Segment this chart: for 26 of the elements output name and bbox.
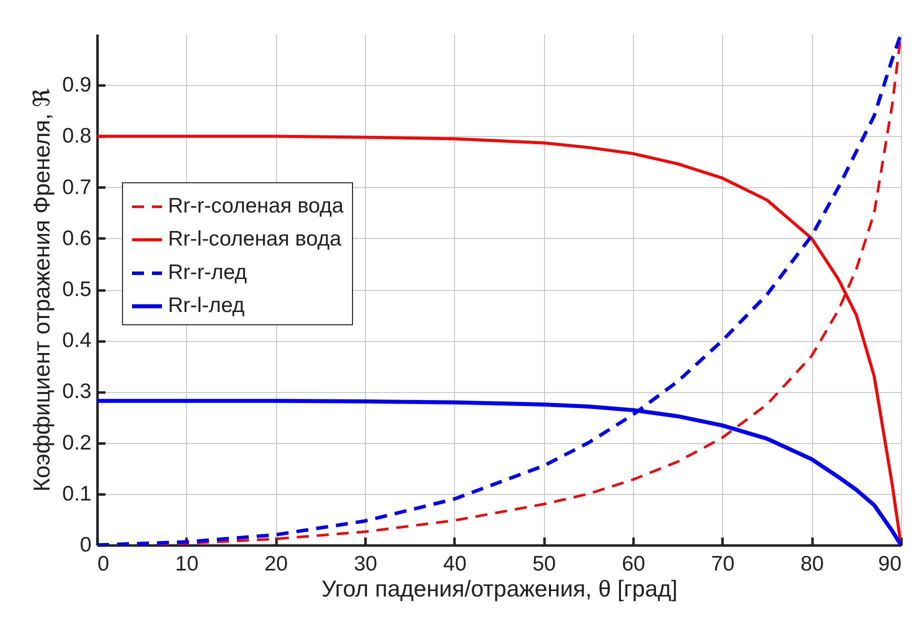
x-tick-label: 20: [264, 552, 288, 576]
x-tick-label: 10: [175, 552, 199, 576]
x-tick-label: 80: [800, 552, 824, 576]
y-tick-label: 0.4: [62, 329, 92, 352]
legend-label: Rr-r-соленая вода: [168, 194, 344, 218]
y-tick-label: 0.7: [62, 176, 92, 199]
y-tick-label: 0.9: [62, 74, 92, 97]
legend-label: Rr-l-соленая вода: [168, 228, 342, 251]
x-tick-label: 70: [711, 552, 735, 576]
y-tick-label: 0.5: [62, 278, 92, 301]
x-tick-label: 60: [622, 552, 646, 576]
y-tick-label: 0.1: [62, 482, 92, 506]
x-tick-label: 0: [98, 552, 110, 576]
x-axis-title: Угол падения/отражения, θ [град]: [321, 576, 678, 602]
x-tick-label: 40: [443, 552, 467, 576]
y-tick-label: 0.6: [62, 226, 92, 250]
y-axis-title: Коэффициент отражения Френеля, ℜ: [28, 88, 54, 492]
y-tick-label: 0.2: [62, 431, 92, 454]
x-tick-label: 90: [878, 552, 902, 576]
x-tick-label: 30: [354, 552, 378, 576]
y-tick-label: 0: [80, 534, 92, 556]
legend-label: Rr-l-лед: [168, 294, 245, 318]
y-tick-label: 0.8: [62, 124, 92, 148]
y-tick-label: 0.3: [62, 380, 92, 404]
x-tick-label: 50: [532, 552, 556, 576]
legend-label: Rr-r-лед: [168, 261, 247, 284]
